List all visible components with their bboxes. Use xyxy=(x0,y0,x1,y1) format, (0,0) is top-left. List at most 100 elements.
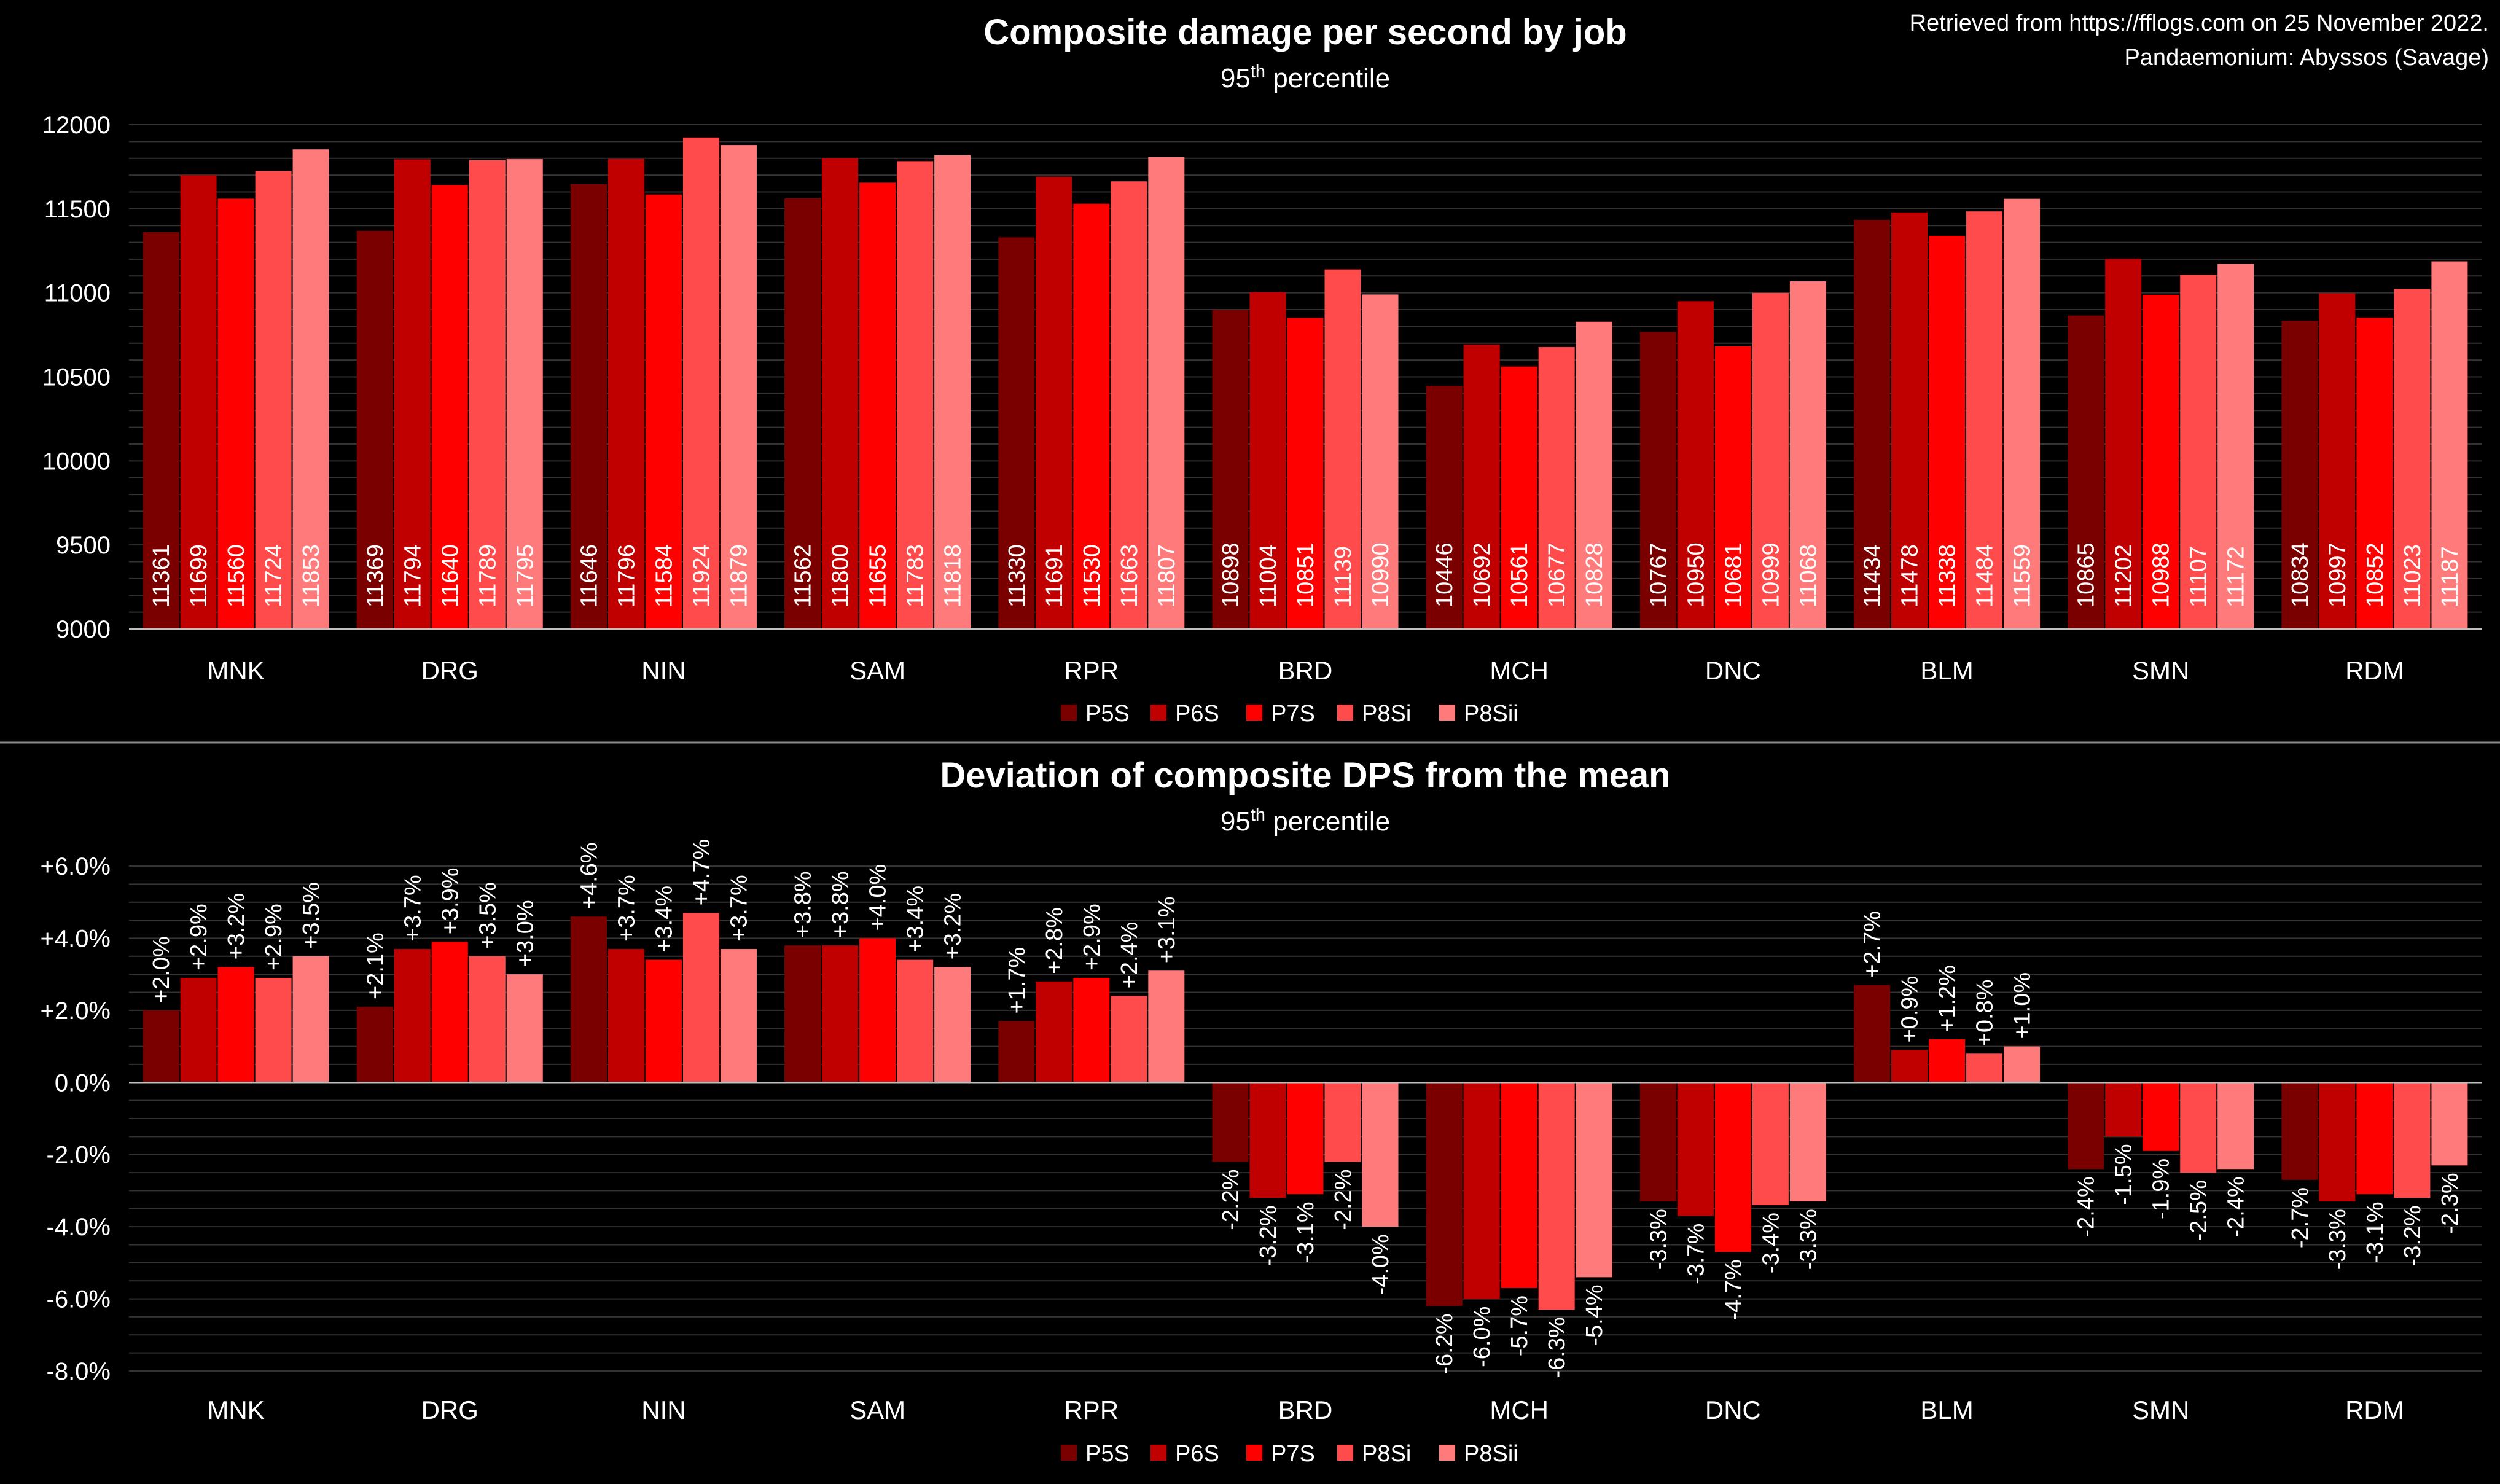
dev-data-label: -2.4% xyxy=(2074,1176,2100,1237)
dev-bar-dnc-p8sii xyxy=(1789,1082,1826,1202)
dps-legend-swatch-p7s xyxy=(1246,705,1262,721)
dps-data-label: 11338 xyxy=(1935,544,1961,607)
dev-legend-label-p8si: P8Si xyxy=(1362,1441,1411,1467)
dev-legend-swatch-p6s xyxy=(1150,1445,1166,1461)
dev-data-label: -5.7% xyxy=(1507,1295,1533,1356)
dev-bar-rpr-p6s xyxy=(1036,981,1072,1083)
dps-bar-rpr-p7s xyxy=(1073,203,1110,630)
dev-data-label: -2.2% xyxy=(1218,1169,1244,1230)
dps-bar-nin-p8sii xyxy=(720,145,757,630)
dev-category-label: NIN xyxy=(641,1396,686,1424)
dps-data-label: 10446 xyxy=(1432,542,1458,607)
dev-bar-rdm-p5s xyxy=(2281,1082,2318,1180)
dev-bar-dnc-p8si xyxy=(1752,1082,1789,1205)
dev-data-label: -3.4% xyxy=(1758,1213,1784,1273)
dps-bar-sam-p6s xyxy=(822,158,859,629)
dev-bar-blm-p5s xyxy=(1854,985,1891,1083)
dps-category-label: RDM xyxy=(2345,656,2404,685)
dev-bar-smn-p7s xyxy=(2143,1082,2179,1151)
dev-bar-rpr-p7s xyxy=(1073,978,1110,1083)
dps-bar-nin-p7s xyxy=(645,194,682,629)
dev-data-label: -2.5% xyxy=(2186,1180,2212,1241)
dps-bar-mnk-p7s xyxy=(217,198,254,629)
dev-data-label: -3.2% xyxy=(1256,1205,1281,1266)
dps-category-label: RPR xyxy=(1064,656,1119,685)
dps-bar-drg-p6s xyxy=(394,159,431,629)
dps-bar-smn-p5s xyxy=(2068,315,2104,629)
dev-data-label: -3.3% xyxy=(1795,1209,1821,1270)
dps-legend: P5S P6S P7S P8Si P8Sii xyxy=(1061,701,1518,727)
dps-bar-smn-p6s xyxy=(2105,259,2142,629)
dev-data-label: -6.0% xyxy=(1469,1306,1495,1367)
dev-data-label: +3.9% xyxy=(437,867,463,934)
dps-bar-rpr-p8sii xyxy=(1148,157,1185,629)
dps-data-label: 11484 xyxy=(1972,544,1998,607)
dev-bar-brd-p8si xyxy=(1324,1082,1361,1162)
dps-data-label: 10677 xyxy=(1544,542,1570,607)
dev-ytick-label: -8.0% xyxy=(47,1358,111,1385)
dps-data-label: 11172 xyxy=(2224,546,2249,607)
dps-data-label: 11139 xyxy=(1330,546,1356,607)
dev-bar-mnk-p6s xyxy=(180,978,217,1083)
dps-data-label: 11724 xyxy=(261,544,287,607)
dev-ytick-label: -4.0% xyxy=(47,1214,111,1241)
dev-data-label: +2.9% xyxy=(186,904,212,970)
dev-bar-brd-p8sii xyxy=(1362,1082,1399,1227)
dps-bar-dnc-p8sii xyxy=(1789,281,1826,629)
dev-legend-label-p7s: P7S xyxy=(1271,1441,1315,1467)
dps-bar-rdm-p7s xyxy=(2356,318,2393,629)
dps-bar-brd-p8sii xyxy=(1362,294,1399,629)
dps-data-label: 10681 xyxy=(1721,542,1746,607)
dev-legend: P5S P6S P7S P8Si P8Sii xyxy=(1061,1441,1518,1467)
dps-bar-brd-p6s xyxy=(1249,292,1286,629)
dps-data-label: 10988 xyxy=(2149,542,2174,607)
dev-data-label: +3.8% xyxy=(828,871,854,938)
dev-bar-nin-p7s xyxy=(645,959,682,1083)
dev-bar-drg-p6s xyxy=(394,949,431,1083)
dps-bar-smn-p8sii xyxy=(2217,264,2254,629)
dps-bar-blm-p5s xyxy=(1854,219,1891,629)
dps-data-label: 11789 xyxy=(475,544,501,607)
dev-bar-mnk-p8sii xyxy=(292,956,329,1083)
dev-data-label: -3.7% xyxy=(1683,1224,1709,1284)
dev-bar-rdm-p8sii xyxy=(2431,1082,2468,1166)
dev-category-label: RPR xyxy=(1064,1396,1119,1424)
dev-bar-rpr-p5s xyxy=(998,1021,1035,1083)
dev-data-label: +2.9% xyxy=(261,904,287,970)
dps-data-label: 11853 xyxy=(299,544,324,607)
dev-bar-dnc-p6s xyxy=(1677,1082,1714,1216)
dev-data-label: +3.2% xyxy=(940,893,966,960)
dev-title: Deviation of composite DPS from the mean xyxy=(940,756,1670,795)
dps-ytick-label: 12000 xyxy=(42,112,111,139)
dev-category-label: BLM xyxy=(1920,1396,1973,1424)
dev-data-label: +2.1% xyxy=(362,932,388,999)
dps-legend-label-p6s: P6S xyxy=(1175,701,1219,727)
dev-bar-smn-p5s xyxy=(2068,1082,2104,1170)
dps-data-label: 10990 xyxy=(1368,542,1394,607)
dev-data-label: +3.2% xyxy=(224,893,249,960)
source-note-line1: Retrieved from https://fflogs.com on 25 … xyxy=(1910,10,2489,36)
dps-data-label: 11434 xyxy=(1860,544,1886,607)
dps-bar-mch-p5s xyxy=(1426,386,1463,629)
dps-bar-smn-p8si xyxy=(2180,275,2217,629)
dps-data-label: 11663 xyxy=(1117,544,1143,607)
dev-bar-dnc-p7s xyxy=(1714,1082,1751,1252)
dps-data-label: 11107 xyxy=(2186,546,2212,607)
dps-bar-brd-p8si xyxy=(1324,269,1361,629)
dps-category-label: SMN xyxy=(2132,656,2189,685)
dev-subtitle: 95th percentile xyxy=(1221,805,1390,837)
dev-data-label: +2.9% xyxy=(1079,904,1105,970)
dev-bar-rdm-p6s xyxy=(2319,1082,2356,1202)
dev-bar-nin-p8sii xyxy=(720,949,757,1083)
dev-data-label: +3.8% xyxy=(791,871,816,938)
dps-bar-rpr-p5s xyxy=(998,237,1035,629)
dps-bar-mnk-p6s xyxy=(180,175,217,629)
dps-data-label: 11691 xyxy=(1042,544,1068,607)
dev-data-label: -4.0% xyxy=(1368,1234,1394,1295)
dev-bar-smn-p8sii xyxy=(2217,1082,2254,1170)
dps-bar-mnk-p8sii xyxy=(292,149,329,629)
dps-data-label: 11478 xyxy=(1897,544,1923,607)
dps-data-label: 10865 xyxy=(2074,542,2100,607)
dev-bar-smn-p8si xyxy=(2180,1082,2217,1173)
dps-bar-dnc-p8si xyxy=(1752,292,1789,630)
